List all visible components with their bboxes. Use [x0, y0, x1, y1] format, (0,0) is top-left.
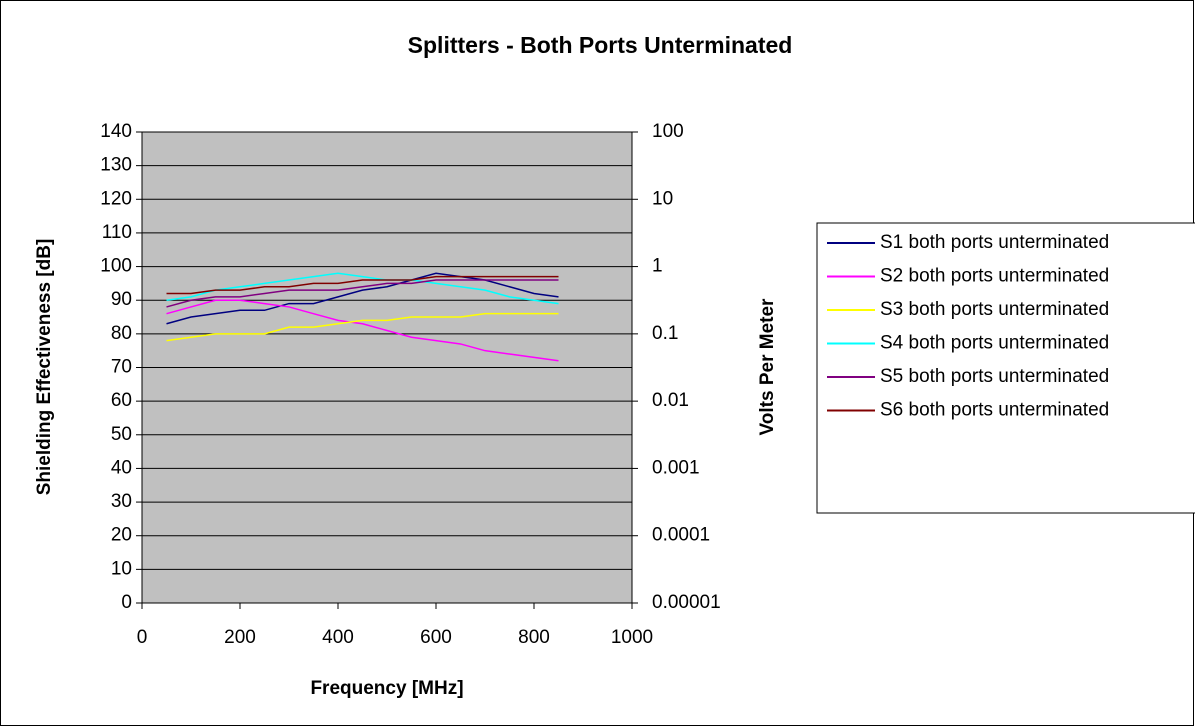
- x-tick-label: 0: [137, 627, 148, 648]
- legend-label: S2 both ports unterminated: [880, 266, 1109, 287]
- y-tick-label: 60: [111, 390, 132, 411]
- x-tick-label: 600: [420, 627, 452, 648]
- y-tick-label: 30: [111, 491, 132, 512]
- y-tick-label: 120: [100, 188, 132, 209]
- y2-tick-label: 0.0001: [652, 525, 710, 546]
- series-line: [166, 272, 559, 325]
- y2-tick-label: 0.001: [652, 457, 700, 478]
- legend-box: [816, 222, 1195, 514]
- y-tick-label: 20: [111, 525, 132, 546]
- y2-tick-label: 0.01: [652, 390, 689, 411]
- y-tick-label: 130: [100, 155, 132, 176]
- series-line: [166, 299, 559, 362]
- x-tick-label: 800: [518, 627, 550, 648]
- y2-axis-title: Volts Per Meter: [757, 298, 778, 436]
- x-axis-title: Frequency [MHz]: [310, 678, 463, 699]
- x-tick-label: 1000: [611, 627, 653, 648]
- y2-tick-label: 0.1: [652, 323, 678, 344]
- legend-label: S3 both ports unterminated: [880, 299, 1109, 320]
- series-line: [166, 279, 559, 308]
- series-line: [166, 312, 559, 342]
- y-tick-label: 70: [111, 357, 132, 378]
- y2-tick-label: 1: [652, 256, 663, 277]
- series-line: [166, 275, 559, 295]
- x-tick-label: 400: [322, 627, 354, 648]
- y-tick-label: 110: [102, 222, 132, 243]
- y-tick-label: 50: [111, 424, 132, 445]
- x-tick-label: 200: [224, 627, 256, 648]
- chart-title: Splitters - Both Ports Unterminated: [408, 32, 793, 58]
- y2-tick-label: 10: [652, 188, 673, 209]
- y-tick-label: 90: [111, 289, 132, 310]
- y-tick-label: 100: [100, 256, 132, 277]
- y-axis-title: Shielding Effectiveness [dB]: [34, 239, 55, 496]
- y-tick-label: 140: [100, 121, 132, 142]
- legend-label: S5 both ports unterminated: [880, 366, 1109, 387]
- series-line: [166, 272, 559, 305]
- y2-tick-label: 0.00001: [652, 592, 721, 613]
- y-tick-label: 10: [111, 558, 132, 579]
- y2-tick-label: 100: [652, 121, 684, 142]
- y-tick-label: 40: [111, 457, 132, 478]
- legend-label: S6 both ports unterminated: [880, 400, 1109, 421]
- legend-label: S4 both ports unterminated: [880, 333, 1109, 354]
- y-tick-label: 0: [121, 592, 132, 613]
- legend-label: S1 both ports unterminated: [880, 232, 1109, 253]
- y-tick-label: 80: [111, 323, 132, 344]
